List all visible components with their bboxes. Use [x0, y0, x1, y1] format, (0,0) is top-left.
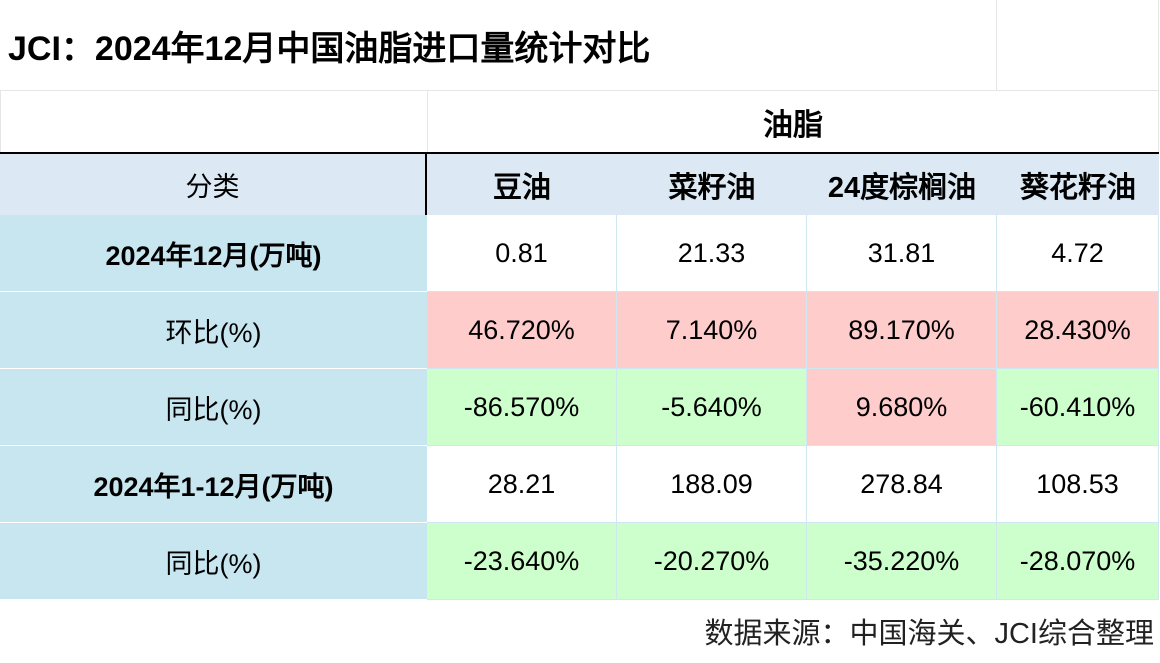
table-cell: 28.430% — [997, 292, 1159, 369]
table-cell: 28.21 — [427, 446, 617, 523]
table-cell: -60.410% — [997, 369, 1159, 446]
row-label: 2024年12月(万吨) — [0, 215, 427, 292]
column-header: 葵花籽油 — [997, 152, 1159, 215]
table-cell: 89.170% — [807, 292, 997, 369]
source-note: 数据来源：中国海关、JCI综合整理 — [704, 618, 1154, 650]
group-header: 油脂 — [427, 91, 1159, 152]
table-cell: -28.070% — [997, 523, 1159, 600]
row-label: 2024年1-12月(万吨) — [0, 446, 427, 523]
table-cell: 278.84 — [807, 446, 997, 523]
column-header: 菜籽油 — [617, 152, 807, 215]
table-cell: -86.570% — [427, 369, 617, 446]
table-cell: 7.140% — [617, 292, 807, 369]
row-label: 环比(%) — [0, 292, 427, 369]
table-cell: 9.680% — [807, 369, 997, 446]
group-blank-cell — [0, 91, 427, 152]
column-header: 豆油 — [427, 152, 617, 215]
table-cell: 46.720% — [427, 292, 617, 369]
table-cell: 21.33 — [617, 215, 807, 292]
column-header: 24度棕榈油 — [807, 152, 997, 215]
table-cell: -5.640% — [617, 369, 807, 446]
table-cell: 0.81 — [427, 215, 617, 292]
table-cell: -20.270% — [617, 523, 807, 600]
category-header: 分类 — [0, 152, 427, 215]
table-cell: 4.72 — [997, 215, 1159, 292]
table-cell: -35.220% — [807, 523, 997, 600]
row-label: 同比(%) — [0, 369, 427, 446]
page-title: JCI：2024年12月中国油脂进口量统计对比 — [0, 0, 997, 91]
table-cell: 108.53 — [997, 446, 1159, 523]
row-label: 同比(%) — [0, 523, 427, 600]
table-cell: 31.81 — [807, 215, 997, 292]
table-cell: 188.09 — [617, 446, 807, 523]
table-cell: -23.640% — [427, 523, 617, 600]
title-blank-cell — [997, 0, 1159, 91]
